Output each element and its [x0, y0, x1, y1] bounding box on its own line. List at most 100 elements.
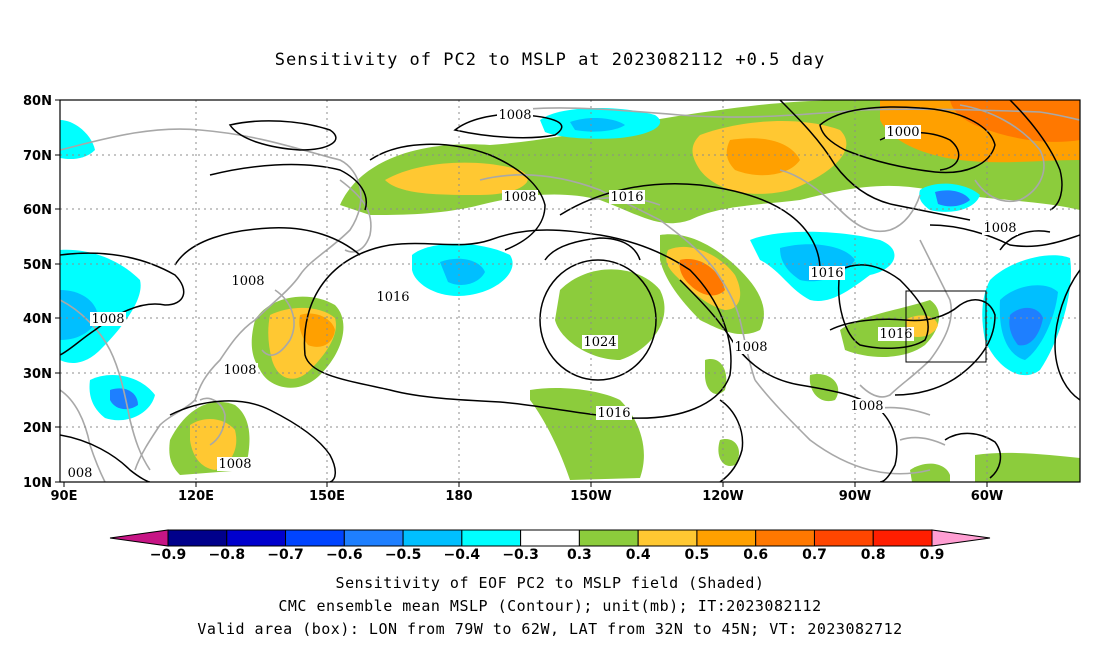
isobar-1000 — [819, 106, 996, 174]
isobar-1008 — [60, 252, 185, 356]
lat-label: 60N — [23, 203, 52, 218]
coastline-indonesia — [199, 397, 226, 446]
color-legend — [109, 529, 991, 547]
coastline-asia — [60, 389, 106, 482]
legend-arrow-left — [109, 529, 169, 547]
legend-label: −0.6 — [326, 547, 363, 563]
contour-label-bg — [375, 290, 411, 304]
footer-line-1: Sensitivity of EOF PC2 to MSLP field (Sh… — [335, 574, 765, 592]
lon-label: 150E — [309, 489, 345, 504]
legend-label: 0.8 — [861, 547, 886, 563]
isobar-1008 — [169, 400, 336, 482]
color-legend-labels: −0.9 −0.8 −0.7 −0.6 −0.5 −0.4 −0.3 0.3 0.4 0.5 0.6… — [150, 547, 945, 563]
lat-label: 80N — [23, 94, 52, 109]
legend-label: 0.3 — [567, 547, 592, 563]
isobar-1008 — [679, 279, 898, 482]
isobar-1008 — [174, 227, 361, 266]
contour-label-text: 1008 — [503, 190, 536, 205]
contour-label-text: 1008 — [734, 340, 767, 355]
contour-label: 1008 — [497, 108, 533, 123]
isobar-1024 — [539, 259, 657, 381]
contour-label-bg — [849, 399, 885, 413]
contour-label-text: 1008 — [223, 363, 256, 378]
lat-label: 70N — [23, 149, 52, 164]
contour-label: 1008 — [849, 399, 885, 414]
contour-label-text: 1008 — [218, 457, 251, 472]
isobar-1008 — [779, 100, 971, 221]
isobar-1008 — [944, 432, 1002, 479]
contour-label: 1000 — [885, 125, 921, 140]
coastline-arctic — [519, 107, 1080, 121]
footer-line-3: Valid area (box): LON from 79W to 62W, L… — [197, 620, 903, 638]
contour-label: 1008 — [502, 190, 538, 205]
contour-label-bg — [733, 340, 769, 354]
lon-label: 60W — [971, 489, 1003, 504]
isobar-1008 — [369, 143, 546, 251]
isobar-1008 — [228, 120, 337, 151]
legend-swatch — [226, 529, 287, 547]
contour-label-text: 1016 — [610, 190, 643, 205]
shade-positive — [809, 374, 839, 402]
contour-label-text: 1016 — [597, 406, 630, 421]
shade-positive — [679, 259, 725, 296]
contour-label-bg — [230, 274, 266, 288]
contour-label: 1008 — [982, 221, 1018, 236]
legend-label: 0.6 — [743, 547, 768, 563]
contour-label-text: 1024 — [583, 335, 616, 350]
contour-label-bg — [90, 312, 126, 326]
legend-label: −0.3 — [502, 547, 539, 563]
figure-title: Sensitivity of PC2 to MSLP at 2023082112… — [274, 50, 826, 70]
contour-label-text: 1016 — [376, 290, 409, 305]
coastline-alaska — [479, 174, 756, 381]
isobar-1008 — [209, 163, 367, 211]
isobar-1008 — [60, 434, 151, 482]
lat-label: 20N — [23, 421, 52, 436]
contour-label-text: 1016 — [810, 266, 843, 281]
shade-positive — [530, 388, 644, 480]
lat-label: 50N — [23, 258, 52, 273]
isobar-1008 — [719, 399, 744, 482]
shade-positive — [705, 359, 727, 395]
lon-label: 120E — [178, 489, 214, 504]
contour-label-text: 1008 — [498, 108, 531, 123]
legend-arrow-right — [931, 529, 991, 547]
map-field: 1008 1000 1008 1016 1008 1016 1008 1016 1008 1016… — [60, 100, 1080, 482]
isobar-1008 — [453, 113, 563, 139]
contour-label: 1016 — [596, 406, 632, 421]
coastline-hudson — [779, 169, 921, 232]
shade-positive — [718, 439, 740, 466]
contour-label-text: 1008 — [231, 274, 264, 289]
isobar-1008 — [929, 224, 1080, 248]
legend-swatch — [285, 529, 345, 547]
legend-swatch — [520, 529, 580, 547]
shade-negative — [935, 190, 970, 207]
legend-label: −0.7 — [267, 547, 304, 563]
isobar-1008 — [829, 299, 996, 396]
shade-positive — [726, 138, 800, 176]
lat-label: 30N — [23, 367, 52, 382]
contour-label-bg — [502, 190, 538, 204]
coastline-asia — [60, 128, 362, 471]
contour-label-text: 1000 — [886, 125, 919, 140]
lat-label: 40N — [23, 312, 52, 327]
contour-label: 1024 — [582, 335, 618, 350]
lon-label: 90W — [839, 489, 871, 504]
coastline-asia — [60, 299, 151, 471]
contour-label: 1008 — [217, 457, 253, 472]
valid-area-box — [905, 290, 987, 363]
contour-label: 1016 — [375, 290, 411, 305]
legend-swatch — [696, 529, 757, 547]
legend-swatch — [402, 529, 463, 547]
lon-label: 120W — [702, 489, 743, 504]
legend-swatch — [343, 529, 404, 547]
lon-label: 90E — [51, 489, 78, 504]
shade-positive — [299, 313, 335, 347]
legend-swatch — [578, 529, 639, 547]
contour-label: 1008 — [90, 312, 126, 327]
coastline-mexico — [754, 379, 931, 475]
longitude-labels: 90E 120E 150E 180 150W 120W 90W 60W — [51, 489, 1004, 504]
contour-label-text: 008 — [68, 466, 93, 481]
isobar-1008 — [999, 230, 1051, 251]
contour-label: 1016 — [878, 327, 914, 342]
